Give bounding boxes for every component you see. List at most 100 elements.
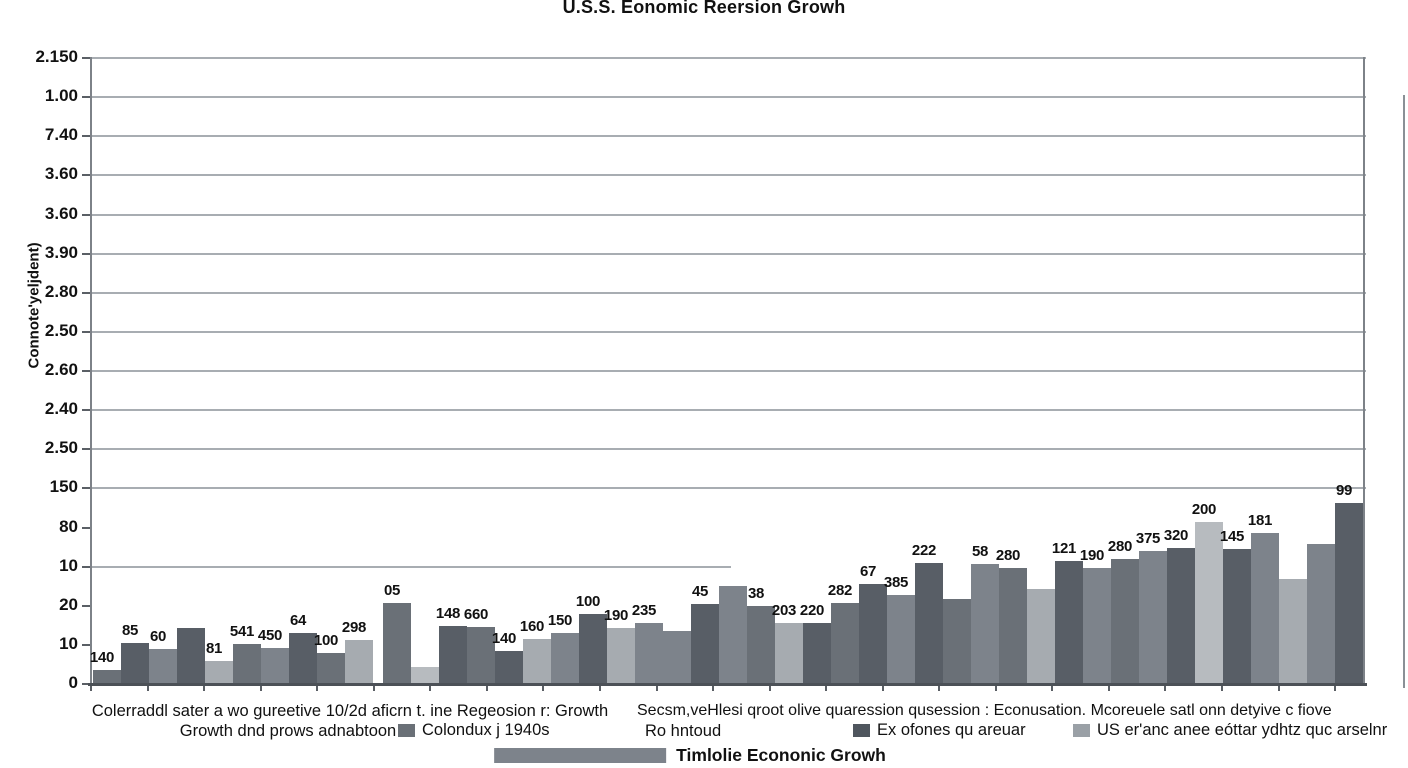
bar — [607, 628, 635, 683]
legend-item: US er'anc anee eóttar ydhtz quc arselnr — [1073, 720, 1387, 740]
gridline — [90, 214, 1366, 216]
bar — [831, 603, 859, 683]
bar — [205, 661, 233, 683]
bar — [943, 599, 971, 683]
y-axis-tick — [82, 292, 90, 294]
legend-swatch-icon — [1073, 723, 1090, 737]
bar-value-label: 140 — [491, 630, 517, 647]
y-axis-tick — [82, 448, 90, 450]
legend-swatch-icon — [494, 747, 667, 763]
gridline — [90, 96, 1366, 98]
y-tick-label: 3.60 — [44, 204, 78, 223]
bar-value-label: 38 — [747, 585, 765, 602]
bar-value-label: 660 — [463, 606, 489, 623]
y-tick-label: 80 — [59, 517, 78, 536]
gridline — [90, 409, 1366, 411]
bar-value-label: 81 — [205, 640, 223, 657]
bar — [261, 648, 289, 683]
x-axis-tick — [1164, 686, 1166, 691]
x-axis-caption-right-line2: Ro hntoud — [645, 722, 722, 740]
bar-value-label: 160 — [519, 618, 545, 635]
bar — [467, 627, 495, 683]
x-axis-tick — [542, 686, 544, 691]
bar — [579, 614, 607, 683]
bar — [289, 633, 317, 683]
bar — [1251, 533, 1279, 683]
y-tick-label: 0 — [68, 673, 78, 692]
bar — [1167, 548, 1195, 683]
gridline — [90, 253, 1366, 255]
bar — [1223, 549, 1251, 683]
y-axis-line — [90, 57, 92, 683]
y-tick-label: 2.50 — [44, 438, 78, 457]
bar — [915, 563, 943, 683]
bar-value-label: 100 — [575, 593, 601, 610]
bar — [1027, 589, 1055, 683]
y-tick-label: 2.150 — [35, 47, 78, 66]
y-axis-tick — [82, 605, 90, 607]
right-frame-line — [1403, 95, 1405, 688]
bar — [439, 626, 467, 683]
bar — [859, 584, 887, 683]
bar-value-label: 280 — [995, 547, 1021, 564]
x-axis-tick — [712, 686, 714, 691]
legend-item-main: Timlolie Econonic Growh — [494, 744, 886, 766]
x-axis-tick — [316, 686, 318, 691]
y-tick-label: 2.80 — [44, 282, 78, 301]
x-axis-tick — [1108, 686, 1110, 691]
x-axis-tick — [429, 686, 431, 691]
bar-value-label: 85 — [121, 622, 139, 639]
x-axis-caption-right-line1: Secsm,veHlesi qroot olive quaression qus… — [637, 702, 1332, 719]
bar — [1307, 544, 1335, 683]
y-tick-label: 10 — [59, 556, 78, 575]
y-axis-tick — [82, 96, 90, 98]
x-axis-tick — [147, 686, 149, 691]
bar-value-label: 220 — [799, 602, 825, 619]
y-axis-title: Connote'yeljdent) — [25, 242, 43, 369]
y-tick-label: 2.40 — [44, 399, 78, 418]
bar-value-label: 99 — [1335, 482, 1353, 499]
legend-item: Colondux j 1940s — [398, 720, 550, 740]
bar — [317, 653, 345, 683]
bar — [719, 586, 747, 683]
gridline — [90, 331, 1366, 333]
y-tick-label: 3.60 — [44, 164, 78, 183]
bar-value-label: 282 — [827, 582, 853, 599]
y-tick-label: 2.50 — [44, 321, 78, 340]
bar — [495, 651, 523, 683]
legend-label: US er'anc anee eóttar ydhtz quc arselnr — [1097, 720, 1388, 739]
bar — [887, 595, 915, 683]
gridline — [90, 135, 1366, 137]
bar — [1279, 579, 1307, 683]
bar-value-label: 64 — [289, 612, 307, 629]
bar — [635, 623, 663, 683]
bar — [383, 603, 411, 683]
bar — [1195, 522, 1223, 683]
x-axis-caption-left-line2: Growth dnd prows adnabtoon — [179, 722, 397, 740]
x-axis-line — [88, 683, 1367, 686]
y-axis-tick — [82, 331, 90, 333]
y-axis-tick — [82, 683, 90, 685]
x-axis-tick — [1221, 686, 1223, 691]
bar-value-label: 385 — [883, 574, 909, 591]
bar — [523, 639, 551, 683]
bar — [149, 649, 177, 683]
x-axis-tick — [938, 686, 940, 691]
bar — [1083, 568, 1111, 683]
bar — [93, 670, 121, 683]
bar — [1335, 503, 1363, 683]
x-axis-tick — [995, 686, 997, 691]
y-tick-label: 150 — [49, 477, 78, 496]
x-axis-tick — [882, 686, 884, 691]
gridline-partial — [90, 566, 731, 568]
x-axis-tick — [260, 686, 262, 691]
gridline — [90, 448, 1366, 450]
legend-label: Colondux j 1940s — [422, 720, 550, 739]
legend-swatch-icon — [853, 723, 870, 737]
y-tick-label: 3.90 — [44, 243, 78, 262]
bar-value-label: 67 — [859, 563, 877, 580]
bar-value-label: 190 — [1079, 547, 1105, 564]
x-axis-tick — [599, 686, 601, 691]
bar-value-label: 235 — [631, 602, 657, 619]
